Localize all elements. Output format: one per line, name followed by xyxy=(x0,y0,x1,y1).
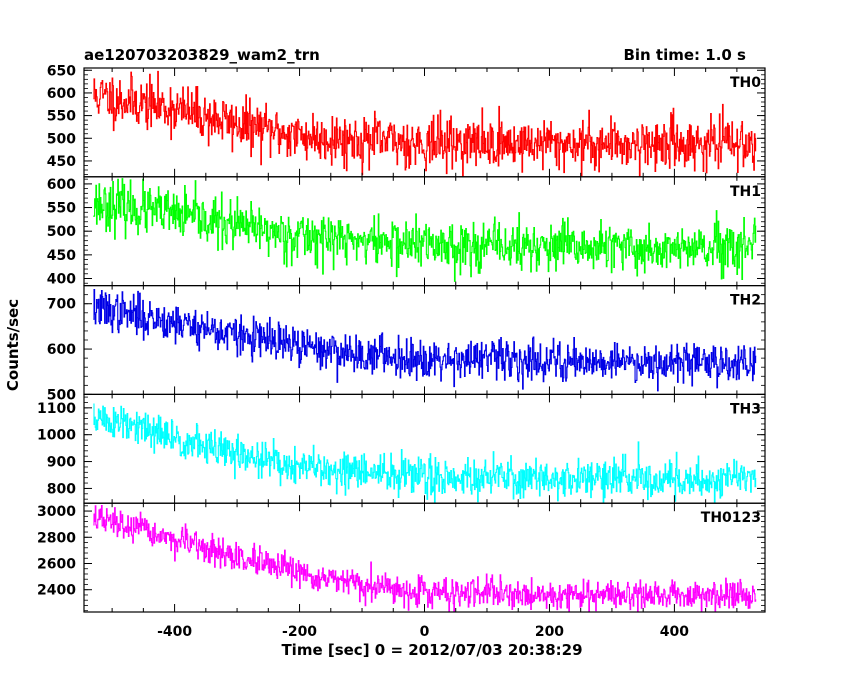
y-tick-label: 1000 xyxy=(37,428,76,444)
y-tick-label: 500 xyxy=(47,387,76,403)
panel-name-label: TH0123 xyxy=(701,510,761,526)
chart-title: ae120703203829_wam2_trn xyxy=(84,46,320,64)
series-line-th3 xyxy=(93,403,757,504)
y-tick-label: 450 xyxy=(47,248,76,264)
panel-frame xyxy=(83,285,766,396)
bin-time-label: Bin time: 1.0 s xyxy=(623,46,746,64)
x-tick-label: 0 xyxy=(420,624,430,640)
y-tick-label: 650 xyxy=(47,63,76,79)
y-axis-label: Counts/sec xyxy=(4,299,22,391)
series-line-th0123 xyxy=(93,504,757,613)
y-tick-label: 550 xyxy=(47,109,76,125)
y-tick-label: 550 xyxy=(47,201,76,217)
series-line-th1 xyxy=(93,178,757,282)
panel-th2: 500 600 700 TH2 xyxy=(47,285,766,403)
panel-th0123: 2400 2600 2800 3000 TH0123 xyxy=(37,502,766,613)
x-tick-label: 200 xyxy=(535,624,564,640)
x-tick-label: -400 xyxy=(157,624,192,640)
panel-name-label: TH1 xyxy=(730,184,761,200)
y-tick-label: 500 xyxy=(47,131,76,147)
y-tick-label: 600 xyxy=(47,177,76,193)
panel-th1: 400 450 500 550 600 TH1 xyxy=(47,176,766,288)
series-line-th2 xyxy=(93,289,757,392)
y-tick-label: 400 xyxy=(47,272,76,288)
y-tick-label: 2800 xyxy=(37,530,76,546)
panel-name-label: TH0 xyxy=(730,75,761,91)
x-tick-label: 400 xyxy=(660,624,689,640)
y-tick-label: 900 xyxy=(47,455,76,471)
y-tick-label: 1100 xyxy=(37,401,76,417)
x-tick-label: -200 xyxy=(282,624,317,640)
y-tick-label: 600 xyxy=(47,86,76,102)
panel-th3: 800 900 1000 1100 TH3 xyxy=(37,393,766,504)
y-tick-label: 3000 xyxy=(37,504,76,520)
y-tick-label: 700 xyxy=(47,297,76,313)
panel-th0: 450 500 550 600 650 TH0 xyxy=(47,63,766,178)
panel-name-label: TH3 xyxy=(730,401,761,417)
y-tick-label: 450 xyxy=(47,154,76,170)
panel-name-label: TH2 xyxy=(730,293,761,309)
y-tick-label: 2600 xyxy=(37,556,76,572)
y-tick-label: 500 xyxy=(47,224,76,240)
x-axis-label: Time [sec] 0 = 2012/07/03 20:38:29 xyxy=(281,641,582,659)
y-tick-label: 2400 xyxy=(37,583,76,599)
y-tick-label: 600 xyxy=(47,342,76,358)
y-tick-label: 800 xyxy=(47,481,76,497)
panels-group: 450 500 550 600 650 TH0 400 450 500 550 600 TH1 500 6… xyxy=(37,63,766,640)
series-line-th0 xyxy=(93,70,757,177)
